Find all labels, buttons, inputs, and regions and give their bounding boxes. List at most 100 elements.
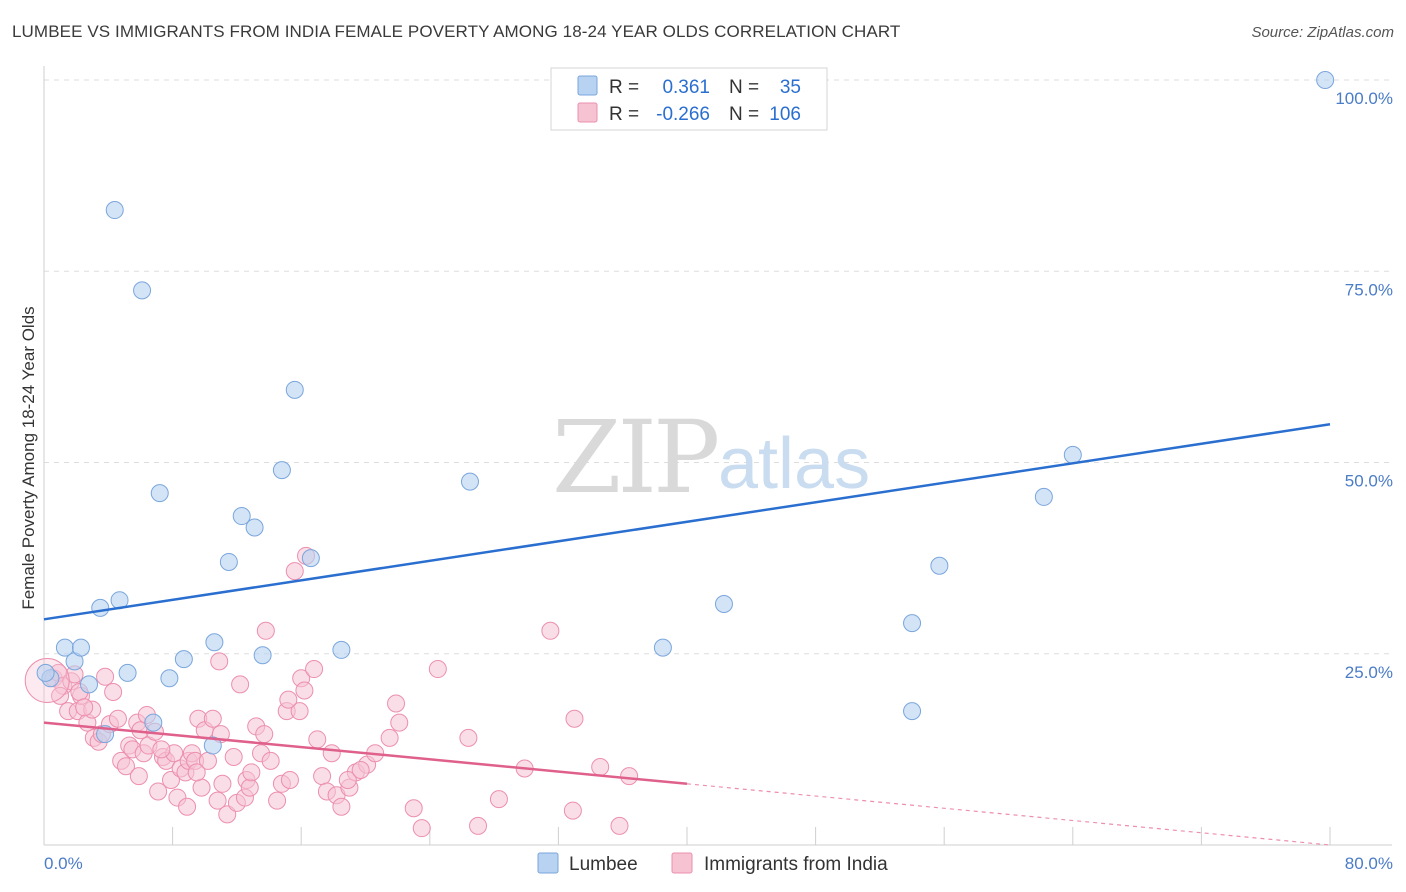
india-trend-line [43, 721, 688, 786]
legend-swatch-lumbee [577, 75, 598, 96]
lumbee-point [245, 518, 264, 537]
india-point [108, 709, 127, 728]
india-point [149, 782, 168, 801]
chart-title: LUMBEE VS IMMIGRANTS FROM INDIA FEMALE P… [12, 22, 901, 41]
lumbee-point [1316, 71, 1335, 89]
india-point [390, 713, 409, 732]
india-point [338, 770, 357, 789]
india-point [412, 819, 431, 838]
india-point [161, 770, 180, 789]
legend-n-value-2: 106 [769, 104, 801, 125]
lumbee-point [160, 669, 179, 688]
india-point [332, 797, 351, 816]
y-tick-label-1: 75.0% [1345, 280, 1393, 299]
x-tick-label-0: 0.0% [44, 854, 83, 873]
y-tick-label-0: 100.0% [1335, 89, 1393, 108]
india-point [305, 660, 324, 679]
india-point [178, 797, 197, 816]
lumbee-point [80, 675, 99, 694]
legend-r-value-2: -0.266 [656, 104, 710, 125]
gridlines [44, 79, 1392, 655]
lumbee-point [71, 638, 90, 657]
lumbee-point [36, 663, 55, 682]
india-point [565, 709, 584, 728]
india-point [224, 748, 243, 767]
y-tick-label-2: 50.0% [1345, 472, 1393, 491]
lumbee-point [133, 281, 152, 300]
legend-r-label-1: R = [609, 77, 639, 98]
lumbee-trend-line [43, 423, 1331, 621]
india-point [75, 698, 94, 717]
india-point [152, 740, 171, 759]
india-point [313, 767, 332, 786]
india-point [428, 660, 447, 679]
india-point [203, 709, 222, 728]
india-point [218, 805, 237, 824]
india-point [268, 791, 287, 810]
lumbee-point [285, 380, 304, 399]
india-point [591, 757, 610, 776]
y-axis-label: Female Poverty Among 18-24 Year Olds [19, 306, 38, 609]
india-point [322, 744, 341, 763]
india-point [351, 761, 370, 780]
lumbee-point [205, 633, 224, 652]
india-point [242, 763, 261, 782]
legend-n-label-1: N = [729, 77, 759, 98]
legend-n-value-1: 35 [780, 77, 801, 98]
y-tick-label-3: 25.0% [1345, 663, 1393, 682]
tick-labels: 100.0% 75.0% 50.0% 25.0% 0.0% 80.0% [44, 89, 1393, 873]
india-point [240, 778, 259, 797]
bottom-legend-label-india: Immigrants from India [704, 854, 888, 875]
x-tick-label-1: 80.0% [1345, 854, 1393, 873]
legend-swatch-india [577, 102, 598, 123]
india-trend-extension [686, 783, 1331, 846]
lumbee-point [1063, 445, 1082, 464]
lumbee-point [332, 640, 351, 659]
india-point [96, 667, 115, 686]
lumbee-point [930, 556, 949, 575]
india-points [24, 546, 639, 838]
bottom-legend-label-lumbee: Lumbee [569, 854, 638, 875]
india-point [256, 621, 275, 640]
lumbee-point [301, 549, 320, 568]
india-point [279, 690, 298, 709]
lumbee-point [903, 702, 922, 721]
india-point [210, 652, 229, 671]
lumbee-point [144, 713, 163, 732]
bottom-legend-swatch-lumbee [537, 852, 559, 874]
india-point [387, 694, 406, 713]
india-point [231, 675, 250, 694]
india-point [404, 799, 423, 818]
lumbee-point [460, 472, 479, 491]
india-point [285, 562, 304, 581]
india-point [308, 730, 327, 749]
india-point [610, 816, 629, 835]
india-point [541, 621, 560, 640]
legend-r-value-1: 0.361 [662, 77, 710, 98]
lumbee-points [36, 71, 1335, 755]
india-point [290, 702, 309, 721]
india-point [469, 816, 488, 835]
india-point [261, 751, 280, 770]
india-point [116, 757, 135, 776]
source-label: Source: ZipAtlas.com [1251, 24, 1394, 41]
lumbee-point [118, 663, 137, 682]
legend-n-label-2: N = [729, 104, 759, 125]
watermark-atlas: atlas [718, 424, 870, 504]
lumbee-point [714, 595, 733, 614]
india-point [459, 728, 478, 747]
india-point [620, 767, 639, 786]
axes [43, 66, 1392, 846]
india-point [280, 770, 299, 789]
india-point [213, 774, 232, 793]
india-point [192, 778, 211, 797]
india-point [51, 686, 70, 705]
lumbee-point [653, 638, 672, 657]
lumbee-point [174, 650, 193, 669]
lumbee-point [150, 484, 169, 503]
india-point [295, 681, 314, 700]
india-point [208, 791, 227, 810]
lumbee-point [105, 201, 124, 220]
lumbee-point [203, 736, 222, 755]
